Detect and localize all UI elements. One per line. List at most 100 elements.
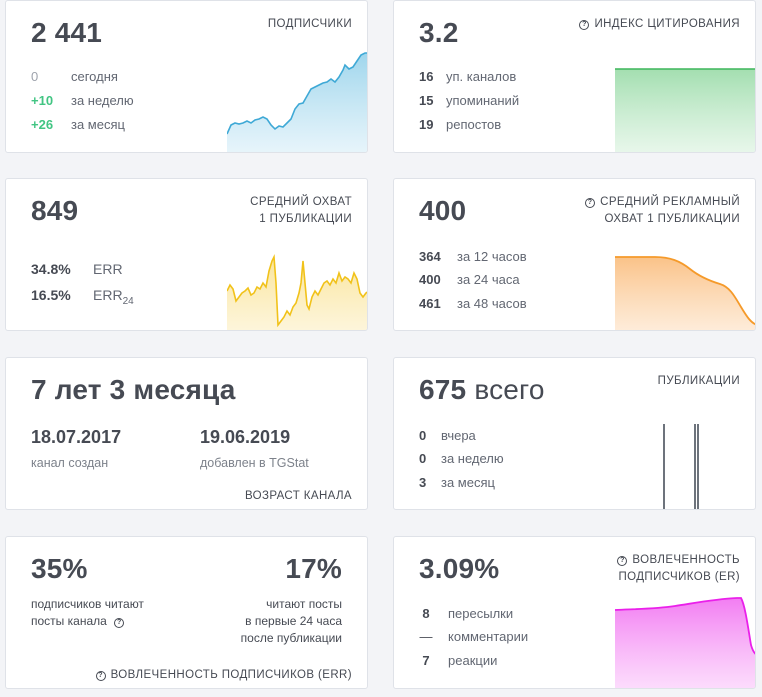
err-card[interactable]: 35% подписчиков читают посты канала ? 17… xyxy=(5,536,368,689)
question-icon[interactable]: ? xyxy=(114,618,125,628)
posts-value-wrap: 675 всего xyxy=(419,374,545,406)
stat-text: вчера xyxy=(441,428,476,443)
age-card[interactable]: 7 лет 3 месяца 18.07.2017 канал создан 1… xyxy=(5,357,368,510)
stat-value: 0 xyxy=(31,69,39,84)
created-date: 18.07.2017 xyxy=(31,427,122,447)
age-value: 7 лет 3 месяца xyxy=(31,374,236,405)
stat-value: 15 xyxy=(419,93,434,108)
question-icon[interactable]: ? xyxy=(95,671,106,681)
ad-reach-label-line2: ОХВАТ 1 ПУБЛИКАЦИИ xyxy=(604,213,740,225)
err-right-desc: читают посты в первые 24 часа после публ… xyxy=(241,596,342,647)
stat-value: 0 xyxy=(419,451,427,466)
citation-channels-row: 16 уп. каналов xyxy=(419,69,516,85)
err-right-line2: в первые 24 часа xyxy=(245,614,342,628)
reach-value: 849 xyxy=(31,195,79,226)
posts-bar xyxy=(697,424,699,509)
reach-card[interactable]: 849 СРЕДНИЙ ОХВАТ 1 ПУБЛИКАЦИИ 34.8% ERR … xyxy=(5,178,368,331)
subscribers-value: 2 441 xyxy=(31,17,103,48)
added-date: 19.06.2019 xyxy=(200,427,291,447)
posts-bar xyxy=(694,424,696,509)
added-label: добавлен в TGStat xyxy=(200,456,309,470)
posts-card[interactable]: 675 всего ПУБЛИКАЦИИ 0 вчера 0 за неделю 3… xyxy=(393,357,756,510)
posts-month-row: 3 за месяц xyxy=(419,475,495,491)
subscribers-card[interactable]: 2 441 ПОДПИСЧИКИ 0 сегодня +10 за неделю +… xyxy=(5,0,368,153)
err-left-value: 35% xyxy=(31,553,88,584)
citation-sparkline xyxy=(615,68,755,152)
citation-reposts-row: 19 репостов xyxy=(419,117,501,133)
err-left-line2-wrap: посты канала ? xyxy=(31,613,144,630)
ad-reach-card[interactable]: 400 ? СРЕДНИЙ РЕКЛАМНЫЙ ОХВАТ 1 ПУБЛИКАЦИ… xyxy=(393,178,756,331)
stat-text: за 24 часа xyxy=(457,272,520,287)
stat-text: пересылки xyxy=(448,606,514,621)
er-label-line1-wrap: ? ВОВЛЕЧЕННОСТЬ xyxy=(617,552,740,569)
stat-text: за месяц xyxy=(441,475,495,490)
er-forwards-row: 8 пересылки xyxy=(419,606,513,622)
subscribers-week-row: +10 за неделю xyxy=(31,93,134,109)
created-label: канал создан xyxy=(31,456,109,470)
posts-week-row: 0 за неделю xyxy=(419,451,504,467)
er-card[interactable]: 3.09% ? ВОВЛЕЧЕННОСТЬ ПОДПИСЧИКОВ (ER) 8 п… xyxy=(393,536,756,689)
err-right-line1: читают посты xyxy=(266,597,342,611)
stat-text: реакции xyxy=(448,653,498,668)
reach-err24-row: 16.5% ERR24 xyxy=(31,287,134,310)
posts-yesterday-row: 0 вчера xyxy=(419,428,476,444)
err-right-value: 17% xyxy=(285,553,342,584)
stat-value: 3 xyxy=(419,475,427,490)
stat-value: 7 xyxy=(422,653,430,668)
stat-value: 0 xyxy=(419,428,427,443)
stat-value: 364 xyxy=(419,249,441,264)
ad-reach-48h-row: 461 за 48 часов xyxy=(419,296,527,312)
stat-value: 34.8% xyxy=(31,261,71,277)
ad-reach-label-line1: СРЕДНИЙ РЕКЛАМНЫЙ xyxy=(600,196,740,208)
posts-label: ПУБЛИКАЦИИ xyxy=(657,375,740,387)
citation-mentions-row: 15 упоминаний xyxy=(419,93,519,109)
stat-text: ERR xyxy=(93,287,123,303)
stat-text: уп. каналов xyxy=(446,69,517,84)
ad-reach-sparkline xyxy=(615,256,755,330)
subscribers-label: ПОДПИСЧИКИ xyxy=(267,18,352,30)
question-icon[interactable]: ? xyxy=(617,556,628,566)
reach-err-row: 34.8% ERR xyxy=(31,261,123,277)
ad-reach-label: ? СРЕДНИЙ РЕКЛАМНЫЙ ОХВАТ 1 ПУБЛИКАЦИИ xyxy=(585,194,740,228)
stat-value: 461 xyxy=(419,296,441,311)
citation-label-wrap: ? ИНДЕКС ЦИТИРОВАНИЯ xyxy=(579,16,740,33)
er-comments-row: — комментарии xyxy=(419,629,529,645)
subscribers-month-row: +26 за месяц xyxy=(31,117,125,133)
subscribers-today-row: 0 сегодня xyxy=(31,69,118,85)
stat-value: 16 xyxy=(419,69,434,84)
subscribers-sparkline xyxy=(227,52,367,152)
ad-reach-24h-row: 400 за 24 часа xyxy=(419,272,520,288)
er-label-line1: ВОВЛЕЧЕННОСТЬ xyxy=(632,554,740,566)
err-left-line1: подписчиков читают xyxy=(31,597,144,611)
question-icon[interactable]: ? xyxy=(579,20,590,30)
age-label: ВОЗРАСТ КАНАЛА xyxy=(244,490,352,502)
stat-value: 8 xyxy=(422,606,430,621)
stat-value: 400 xyxy=(419,272,441,287)
posts-unit: всего xyxy=(474,374,545,405)
er-reactions-row: 7 реакции xyxy=(419,653,497,669)
ad-reach-label-line1-wrap: ? СРЕДНИЙ РЕКЛАМНЫЙ xyxy=(585,194,740,211)
err-label-wrap: ? ВОВЛЕЧЕННОСТЬ ПОДПИСЧИКОВ (ERR) xyxy=(95,667,352,684)
stat-text: за неделю xyxy=(441,451,504,466)
posts-barchart xyxy=(663,424,699,509)
er-label: ? ВОВЛЕЧЕННОСТЬ ПОДПИСЧИКОВ (ER) xyxy=(617,552,740,586)
err-left-line2: посты канала xyxy=(31,614,107,628)
er-sparkline xyxy=(615,597,755,688)
ad-reach-12h-row: 364 за 12 часов xyxy=(419,249,527,265)
stat-text: сегодня xyxy=(71,69,118,84)
stat-value: — xyxy=(419,629,433,644)
posts-value: 675 xyxy=(419,374,467,405)
err-right-line3: после публикации xyxy=(240,631,342,645)
stat-value: +10 xyxy=(31,93,54,108)
stat-value: 19 xyxy=(419,117,434,132)
stat-text: репостов xyxy=(446,117,502,132)
er-label-line2: ПОДПИСЧИКОВ (ER) xyxy=(618,571,740,583)
reach-sparkline xyxy=(227,254,367,330)
reach-label-line2: 1 ПУБЛИКАЦИИ xyxy=(259,213,352,225)
citation-label: ИНДЕКС ЦИТИРОВАНИЯ xyxy=(594,18,740,30)
err-left-desc: подписчиков читают посты канала ? xyxy=(31,596,144,630)
citation-card[interactable]: 3.2 ? ИНДЕКС ЦИТИРОВАНИЯ 16 уп. каналов 15… xyxy=(393,0,756,153)
stat-text: упоминаний xyxy=(446,93,520,108)
reach-label-line1: СРЕДНИЙ ОХВАТ xyxy=(250,196,352,208)
question-icon[interactable]: ? xyxy=(585,198,596,208)
